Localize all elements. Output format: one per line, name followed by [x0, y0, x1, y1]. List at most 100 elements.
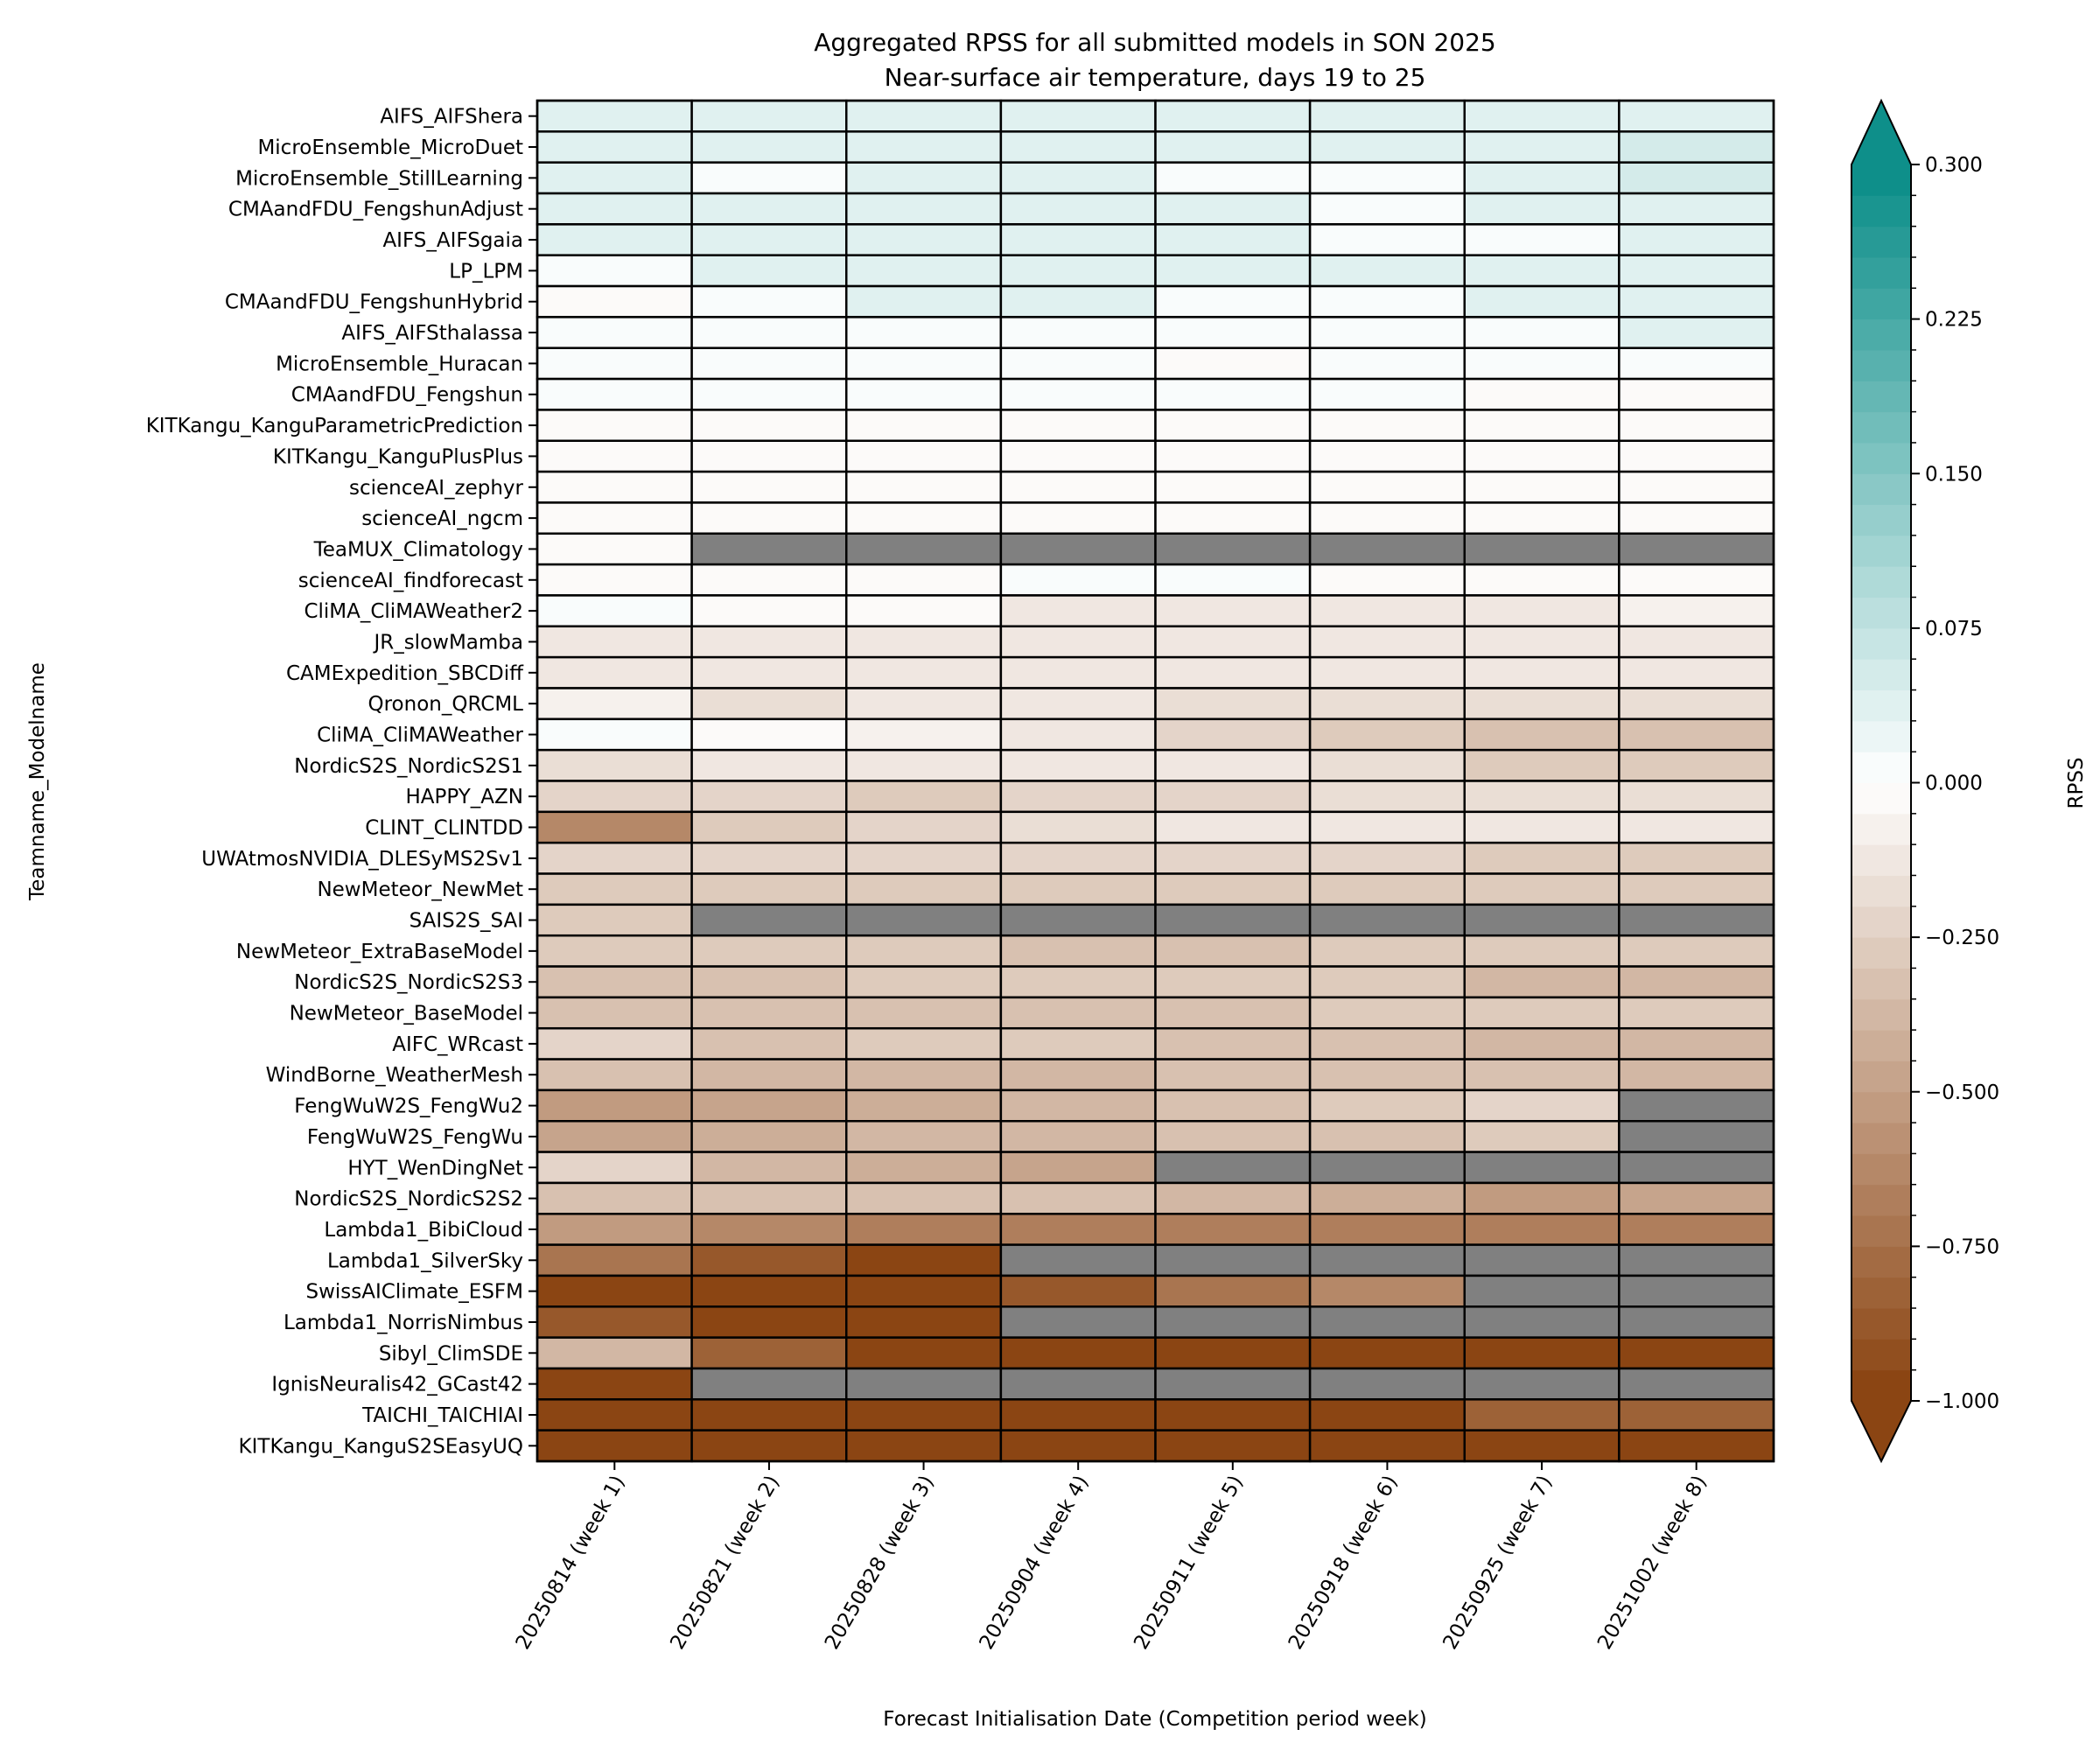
colorbar-band [1852, 256, 1911, 289]
colorbar-tick-label: −0.500 [1925, 1082, 1999, 1104]
heatmap-cell [1463, 1120, 1620, 1153]
heatmap-cell [1308, 655, 1466, 690]
colorbar-tick-label: −0.750 [1925, 1236, 1999, 1258]
heatmap-cell [536, 841, 693, 875]
heatmap-cell [1463, 1058, 1620, 1092]
heatmap-cell [1154, 625, 1312, 659]
heatmap-cell-missing [1308, 1367, 1466, 1401]
heatmap-cell [690, 1088, 848, 1123]
colorbar-band [1852, 627, 1911, 660]
y-tick-label: NordicS2S_NordicS2S3 [294, 971, 523, 994]
heatmap-cell [1463, 996, 1620, 1030]
x-axis-ticks: 20250814 (week 1) 20250821 (week 2) 202508… [512, 1461, 1712, 1654]
heatmap-cell [1154, 810, 1312, 844]
heatmap-cell [1618, 254, 1775, 288]
heatmap-cell [999, 996, 1157, 1030]
heatmap-cell [1154, 687, 1312, 721]
heatmap-cell [1463, 284, 1620, 318]
heatmap-cell [690, 316, 848, 349]
heatmap-cell [690, 130, 848, 164]
heatmap-cell [536, 1213, 693, 1246]
heatmap-cell [1154, 254, 1312, 288]
colorbar-band [1852, 349, 1911, 382]
heatmap-cell [845, 1398, 1003, 1432]
heatmap-cell [845, 1026, 1003, 1060]
colorbar: 0.300 0.225 0.150 0.075 0.000 −0.250 −0.500 −0.… [1851, 98, 1999, 1464]
heatmap-cell [690, 1243, 848, 1278]
colorbar-band [1852, 1184, 1911, 1216]
heatmap-cell [690, 872, 848, 906]
heatmap-cell [845, 161, 1003, 195]
heatmap-cell [1618, 1181, 1775, 1215]
heatmap-cell [1308, 1120, 1466, 1153]
y-tick-label: scienceAI_ngcm [361, 508, 523, 530]
heatmap-cell-missing [999, 1306, 1157, 1339]
heatmap-cell [1154, 1120, 1312, 1153]
heatmap-cell [1618, 1429, 1775, 1463]
heatmap-cell [1308, 161, 1466, 195]
heatmap-cell [1463, 748, 1620, 782]
heatmap-cell [1463, 1213, 1620, 1246]
heatmap-cell [1154, 223, 1312, 256]
colorbar-band [1852, 1215, 1911, 1247]
heatmap-cell [536, 1088, 693, 1123]
heatmap-cell [1463, 1088, 1620, 1123]
heatmap-cell [1463, 192, 1620, 226]
colorbar-band [1852, 566, 1911, 598]
heatmap-cell [1308, 501, 1466, 536]
x-tick-label: 20250925 (week 7) [1438, 1472, 1557, 1654]
heatmap-cell [1463, 1398, 1620, 1432]
heatmap-cell-missing [1618, 1120, 1775, 1153]
heatmap-cell [1463, 99, 1620, 133]
heatmap-cell [690, 810, 848, 844]
heatmap-cell [1618, 409, 1775, 442]
heatmap-cell [536, 346, 693, 381]
heatmap-cell [1463, 841, 1620, 875]
colorbar-tick-label: 0.150 [1925, 463, 1983, 486]
heatmap-cell [690, 563, 848, 597]
heatmap-cell [1618, 934, 1775, 968]
y-tick-label: CliMA_CliMAWeather [317, 724, 523, 746]
colorbar-band [1852, 968, 1911, 1000]
heatmap-cell [1154, 748, 1312, 782]
heatmap-cell [1618, 192, 1775, 226]
heatmap-cell [1154, 1336, 1312, 1370]
heatmap-cell [690, 377, 848, 411]
heatmap-cell-missing [845, 532, 1003, 566]
y-tick-label: NewMeteor_ExtraBaseModel [236, 941, 523, 963]
y-tick-label: WindBorne_WeatherMesh [266, 1064, 523, 1087]
heatmap-cell [845, 1088, 1003, 1123]
heatmap-cell-missing [1308, 1151, 1466, 1185]
heatmap-cell [1154, 780, 1312, 814]
heatmap-cell [1308, 1398, 1466, 1432]
colorbar-band [1852, 752, 1911, 783]
heatmap-cell [1154, 99, 1312, 133]
heatmap-cell [845, 501, 1003, 536]
heatmap-cell [1154, 996, 1312, 1030]
heatmap-cell [1308, 1336, 1466, 1370]
y-tick-label: Sibyl_ClimSDE [379, 1342, 523, 1365]
heatmap-cell [1154, 1026, 1312, 1060]
heatmap-cell [536, 130, 693, 164]
heatmap-cell [536, 1243, 693, 1278]
heatmap-cell-missing [999, 1367, 1157, 1401]
heatmap-cell [690, 780, 848, 814]
colorbar-band [1852, 381, 1911, 413]
heatmap-cell [1463, 1181, 1620, 1215]
heatmap-cell [845, 934, 1003, 968]
heatmap-cell [1463, 594, 1620, 628]
heatmap-cell-missing [1618, 1243, 1775, 1278]
heatmap-cell [999, 501, 1157, 536]
heatmap-cell [845, 655, 1003, 690]
colorbar-tick-label: 0.225 [1925, 309, 1983, 332]
heatmap-cell [1308, 810, 1466, 844]
heatmap-cell [1618, 1398, 1775, 1432]
heatmap-cell [999, 1429, 1157, 1463]
heatmap-cell [999, 687, 1157, 721]
heatmap-cell [1154, 1181, 1312, 1215]
heatmap-cell [845, 1274, 1003, 1308]
heatmap-cell [845, 748, 1003, 782]
y-tick-label: CLINT_CLINTDD [365, 817, 523, 840]
heatmap-cell [1618, 872, 1775, 906]
